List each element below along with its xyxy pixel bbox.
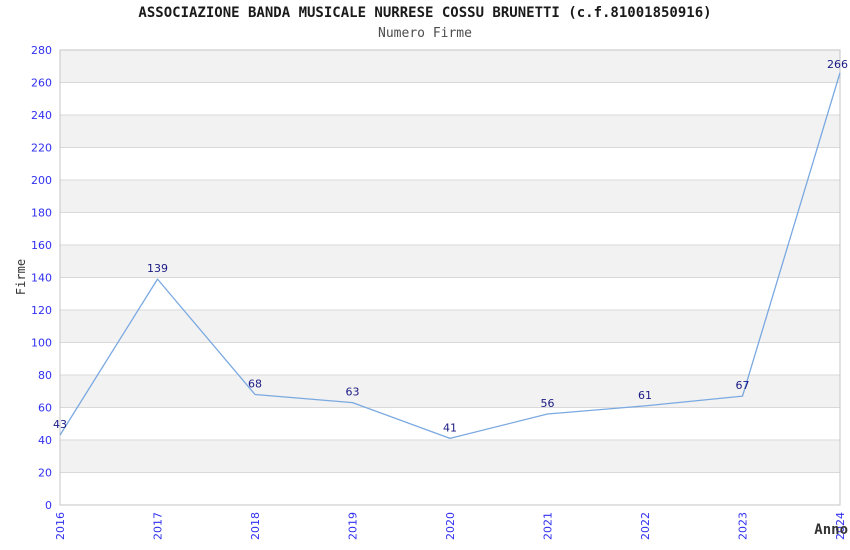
data-line [59, 72, 841, 440]
chart-title: ASSOCIAZIONE BANDA MUSICALE NURRESE COSS… [138, 5, 712, 21]
y-tick-label: 260 [31, 77, 52, 90]
band [60, 407, 840, 440]
data-point-label: 266 [827, 58, 848, 71]
chart-subtitle: Numero Firme [378, 26, 472, 41]
y-tick-label: 220 [31, 142, 52, 155]
x-tick-label: 2023 [737, 512, 750, 540]
plot-border [59, 49, 841, 506]
band [60, 50, 840, 83]
y-tick-label: 80 [38, 369, 52, 382]
band [60, 342, 840, 375]
band [60, 472, 840, 505]
data-point-label: 63 [346, 386, 360, 399]
data-point-label: 41 [443, 421, 457, 434]
band [60, 115, 840, 148]
band [60, 147, 840, 180]
data-point-label: 139 [147, 262, 168, 275]
data-point-label: 43 [53, 418, 67, 431]
y-tick-label: 60 [38, 402, 52, 415]
y-tick-label: 140 [31, 272, 52, 285]
y-tick-label: 280 [31, 44, 52, 57]
y-tick-label: 200 [31, 174, 52, 187]
x-tick-label: 2020 [444, 512, 457, 540]
band [60, 245, 840, 278]
x-tick-label: 2017 [152, 512, 165, 540]
y-tick-label: 20 [38, 467, 52, 480]
data-point-label: 67 [736, 379, 750, 392]
y-axis-label: Firme [14, 259, 28, 295]
band [60, 375, 840, 408]
x-tick-label: 2019 [347, 512, 360, 540]
y-tick-label: 0 [45, 499, 52, 512]
y-tick-label: 160 [31, 239, 52, 252]
band [60, 180, 840, 213]
x-tick-label: 2021 [542, 512, 555, 540]
x-tick-label: 2024 [834, 512, 847, 540]
x-axis-label: Anno [814, 522, 848, 538]
y-tick-label: 40 [38, 434, 52, 447]
x-tick-label: 2018 [249, 512, 262, 540]
y-tick-label: 180 [31, 207, 52, 220]
y-tick-label: 120 [31, 304, 52, 317]
band [60, 440, 840, 473]
data-point-label: 56 [541, 397, 555, 410]
y-tick-label: 240 [31, 109, 52, 122]
data-point-label: 68 [248, 378, 262, 391]
band [60, 310, 840, 343]
band [60, 212, 840, 245]
x-tick-label: 2022 [639, 512, 652, 540]
x-tick-label: 2016 [54, 512, 67, 540]
data-point-label: 61 [638, 389, 652, 402]
band [60, 277, 840, 310]
y-tick-label: 100 [31, 337, 52, 350]
band [60, 82, 840, 115]
